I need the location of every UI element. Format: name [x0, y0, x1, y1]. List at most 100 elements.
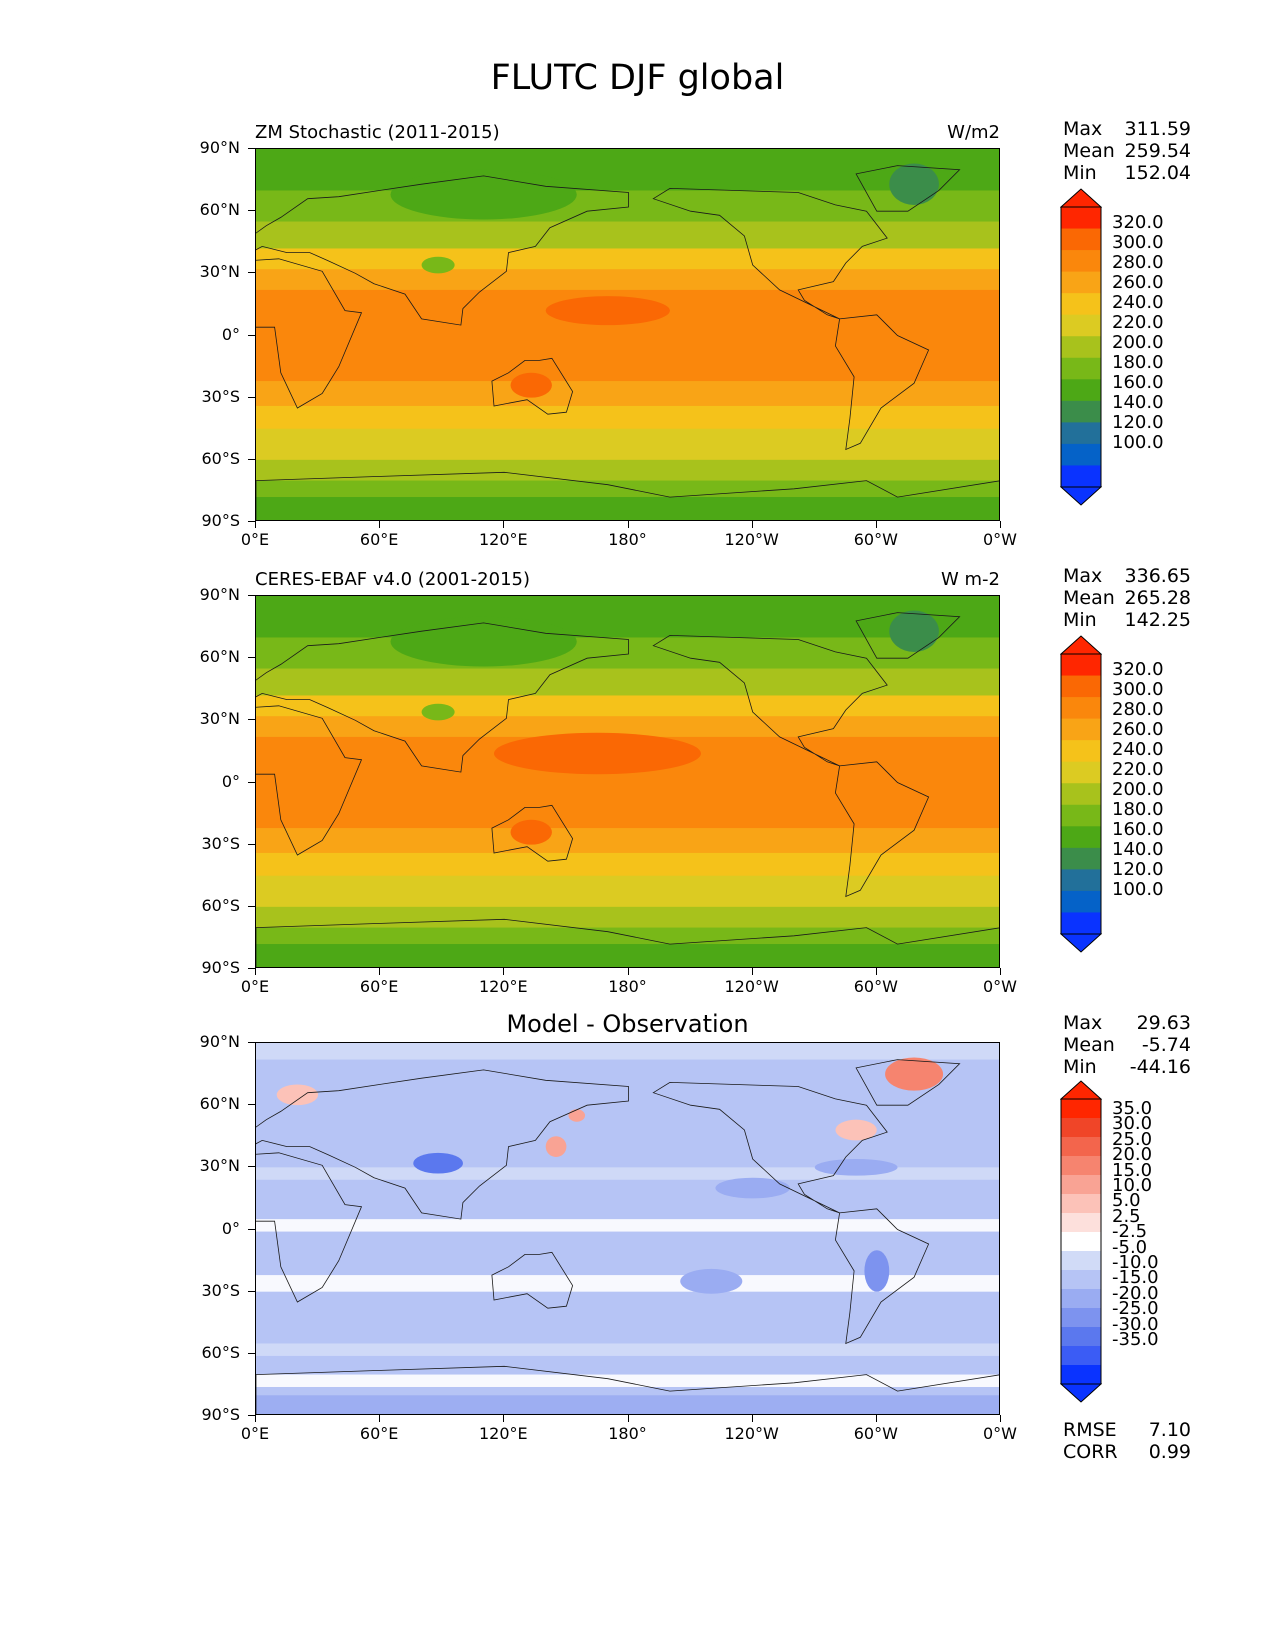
colorbar-tick-label: -25.0: [1112, 1298, 1159, 1320]
stat-label: Min: [1063, 1056, 1097, 1078]
lon-label: 0°W: [983, 530, 1017, 549]
stat-value: 259.54: [1124, 140, 1191, 162]
colorbar: [1059, 1080, 1103, 1403]
panel-title: ZM Stochastic (2011-2015): [255, 122, 500, 143]
colorbar-tick-label: 180.0: [1112, 799, 1164, 820]
stat-value: 0.99: [1148, 1441, 1191, 1463]
stat-label: Mean: [1063, 1034, 1115, 1056]
lon-label: 60°W: [853, 977, 898, 996]
lon-label: 120°E: [479, 977, 528, 996]
lat-tick: [248, 1228, 255, 1230]
lat-label: 90°N: [199, 138, 240, 157]
colorbar-tick-label: -5.0: [1112, 1236, 1148, 1258]
colorbar-tick-label: 220.0: [1112, 312, 1164, 333]
lat-label: 30°N: [199, 1156, 240, 1176]
lon-label: 60°E: [359, 530, 399, 549]
lon-tick: [875, 521, 877, 528]
lon-tick: [255, 521, 256, 528]
lat-label: 0°: [221, 324, 240, 344]
panel-title: CERES-EBAF v4.0 (2001-2015): [255, 569, 531, 590]
lat-label: 90°N: [199, 1032, 240, 1051]
lat-tick: [248, 781, 255, 783]
map-plot: [255, 595, 1000, 968]
colorbar-tick-label: 240.0: [1112, 292, 1164, 313]
stat-value: 152.04: [1124, 162, 1191, 184]
stat-label: Max: [1063, 565, 1103, 587]
lon-label: 120°W: [724, 1424, 779, 1443]
figure-title: FLUTC DJF global: [490, 58, 785, 98]
lat-tick: [248, 1104, 255, 1106]
colorbar-tick-label: 120.0: [1112, 412, 1164, 433]
lat-label: 60°S: [201, 448, 240, 468]
colorbar-tick-label: 320.0: [1112, 212, 1164, 233]
colorbar-wrapper: [1059, 188, 1103, 510]
colorbar-tick-label: 200.0: [1112, 332, 1164, 353]
colorbar-tick-label: -15.0: [1112, 1267, 1159, 1289]
lon-tick: [751, 521, 753, 528]
map-plot: [255, 148, 1000, 521]
lat-label: 90°S: [201, 1405, 240, 1424]
colorbar-tick-label: 35.0: [1112, 1098, 1153, 1119]
panel-units: W/m2: [947, 122, 1000, 143]
lon-label: 60°W: [853, 530, 898, 549]
summary-stats: Max 336.65 Mean 265.28 Min 142.25: [1063, 565, 1191, 631]
colorbar-tick-label: 140.0: [1112, 839, 1164, 860]
lat-tick: [248, 905, 255, 907]
lon-label: 0°W: [983, 1424, 1017, 1443]
lat-tick: [248, 595, 255, 596]
colorbar-tick-label: 200.0: [1112, 779, 1164, 800]
stat-label: RMSE: [1063, 1419, 1117, 1441]
lon-label: 120°W: [724, 530, 779, 549]
stat-value: -44.16: [1129, 1056, 1191, 1078]
lat-tick: [248, 1042, 255, 1043]
lat-tick: [248, 334, 255, 336]
lat-label: 30°N: [199, 262, 240, 282]
stat-label: Max: [1063, 1012, 1103, 1034]
lat-label: 60°S: [201, 895, 240, 915]
lat-label: 30°S: [201, 1280, 240, 1300]
stat-label: CORR: [1063, 1441, 1118, 1463]
colorbar-tick-label: 240.0: [1112, 739, 1164, 760]
stat-label: Mean: [1063, 140, 1115, 162]
lon-label: 60°E: [359, 977, 399, 996]
lat-tick: [248, 458, 255, 460]
colorbar-tick-label: 100.0: [1112, 879, 1164, 900]
colorbar-tick-label: -30.0: [1112, 1313, 1159, 1335]
colorbar-tick-label: 25.0: [1112, 1128, 1153, 1150]
colorbar-tick-label: -20.0: [1112, 1282, 1159, 1304]
colorbar-tick-label: -10.0: [1112, 1252, 1159, 1273]
stat-value: 29.63: [1136, 1012, 1191, 1034]
colorbar-tick-label: 280.0: [1112, 699, 1164, 720]
lon-tick: [503, 521, 505, 528]
colorbar-tick-label: 300.0: [1112, 232, 1164, 253]
stat-value: -5.74: [1141, 1034, 1191, 1056]
lat-tick: [248, 272, 255, 274]
lat-label: 30°S: [201, 833, 240, 853]
panel-units: W m-2: [940, 569, 1000, 590]
colorbar-tick-label: -2.5: [1112, 1221, 1148, 1243]
lon-tick: [503, 1415, 505, 1422]
colorbar: [1059, 635, 1103, 953]
lat-label: 30°S: [201, 386, 240, 406]
lon-tick: [1000, 1415, 1001, 1422]
lat-tick: [248, 1166, 255, 1168]
lat-label: 90°S: [201, 958, 240, 977]
lon-tick: [255, 1415, 256, 1422]
lon-label: 0°E: [240, 1424, 270, 1443]
lon-label: 120°E: [479, 530, 528, 549]
colorbar-tick-label: 100.0: [1112, 432, 1164, 453]
lon-label: 180°: [608, 1424, 647, 1443]
lon-tick: [627, 1415, 629, 1422]
colorbar-tick-label: 300.0: [1112, 679, 1164, 700]
lat-tick: [248, 1352, 255, 1354]
lat-tick: [248, 148, 255, 149]
colorbar-tick-label: 160.0: [1112, 372, 1164, 393]
lat-tick: [248, 843, 255, 845]
stat-value: 265.28: [1124, 587, 1191, 609]
lon-tick: [627, 521, 629, 528]
lat-tick: [248, 1290, 255, 1292]
lat-tick: [248, 1415, 255, 1416]
lon-label: 120°E: [479, 1424, 528, 1443]
lat-tick: [248, 657, 255, 659]
colorbar-tick-label: 20.0: [1112, 1144, 1153, 1166]
